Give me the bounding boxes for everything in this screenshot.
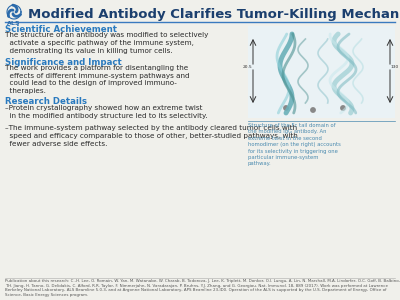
Circle shape bbox=[284, 106, 288, 110]
Text: ALS: ALS bbox=[7, 21, 21, 26]
Text: Significance and Impact: Significance and Impact bbox=[5, 58, 122, 67]
Circle shape bbox=[341, 106, 345, 110]
Text: Publication about this research: C.-H. Lee, O. Romain, W. Yan, M. Watanabe, W. C: Publication about this research: C.-H. L… bbox=[5, 279, 400, 297]
Text: –The immune-system pathway selected by the antibody cleared tumor cells with
  s: –The immune-system pathway selected by t… bbox=[5, 125, 298, 146]
Text: 130: 130 bbox=[391, 65, 399, 69]
Text: –Protein crystallography showed how an extreme twist
  in the modified antibody : –Protein crystallography showed how an e… bbox=[5, 105, 208, 119]
Text: The structure of an antibody was modified to selectively
  activate a specific p: The structure of an antibody was modifie… bbox=[5, 32, 208, 53]
Text: Research Details: Research Details bbox=[5, 97, 87, 106]
Text: 20.5: 20.5 bbox=[242, 65, 252, 69]
Text: Structure of the Fc tail domain of
the modified IgG antibody. An
extreme twist i: Structure of the Fc tail domain of the m… bbox=[248, 123, 341, 166]
Circle shape bbox=[311, 108, 315, 112]
Text: Scientific Achievement: Scientific Achievement bbox=[5, 25, 117, 34]
Text: The work provides a platform for disentangling the
  effects of different immune: The work provides a platform for disenta… bbox=[5, 65, 190, 94]
Text: Modified Antibody Clarifies Tumor-Killing Mechanisms: Modified Antibody Clarifies Tumor-Killin… bbox=[28, 8, 400, 21]
FancyBboxPatch shape bbox=[248, 26, 395, 118]
